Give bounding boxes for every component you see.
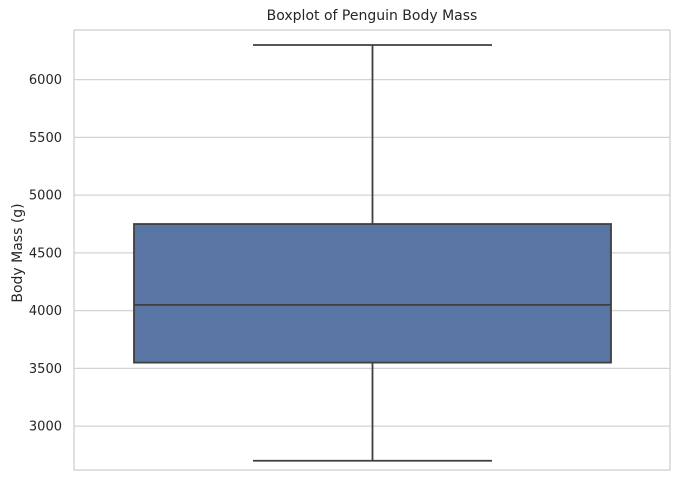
chart-title: Boxplot of Penguin Body Mass	[266, 8, 478, 24]
y-tick-4500: 4500	[29, 246, 62, 261]
y-tick-4000: 4000	[29, 304, 62, 319]
boxplot	[133, 44, 612, 462]
y-tick-5500: 5500	[29, 131, 62, 146]
y-tick-3000: 3000	[29, 420, 62, 435]
y-tick-5000: 5000	[29, 189, 62, 204]
y-tick-labels: 3000 3500 4000 4500 5000 5500 6000	[29, 73, 62, 434]
y-tick-6000: 6000	[29, 73, 62, 88]
iqr-box	[133, 223, 612, 364]
y-tick-3500: 3500	[29, 362, 62, 377]
plot-frame	[73, 29, 671, 471]
